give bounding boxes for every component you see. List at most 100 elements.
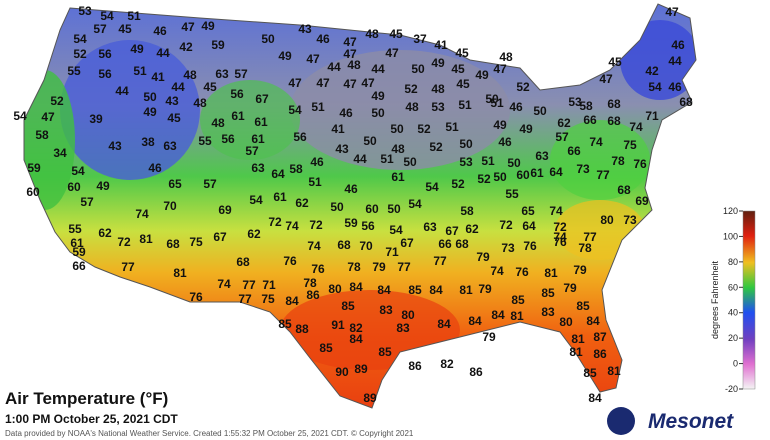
station-temperature: 72: [309, 218, 323, 232]
station-temperature: 69: [218, 203, 232, 217]
station-temperature: 74: [589, 135, 603, 149]
station-temperature: 76: [633, 157, 647, 171]
station-temperature: 72: [499, 218, 513, 232]
station-temperature: 55: [68, 222, 82, 236]
station-temperature: 52: [50, 94, 64, 108]
station-temperature: 48: [405, 100, 419, 114]
station-temperature: 48: [211, 116, 225, 130]
station-temperature: 50: [507, 156, 521, 170]
station-temperature: 56: [98, 67, 112, 81]
station-temperature: 85: [541, 286, 555, 300]
station-temperature: 51: [458, 98, 472, 112]
station-temperature: 46: [339, 106, 353, 120]
station-temperature: 76: [515, 265, 529, 279]
station-temperature: 41: [331, 122, 345, 136]
station-temperature: 84: [588, 391, 602, 405]
station-temperature: 59: [72, 245, 86, 259]
station-temperature: 37: [413, 32, 427, 46]
map-title: Air Temperature (°F): [5, 389, 168, 408]
station-temperature: 69: [635, 194, 649, 208]
station-temperature: 57: [245, 144, 259, 158]
colorbar-tick-label: 80: [728, 257, 738, 267]
station-temperature: 86: [469, 365, 483, 379]
station-temperature: 47: [385, 46, 399, 60]
station-temperature: 39: [89, 112, 103, 126]
station-temperature: 52: [477, 172, 491, 186]
station-temperature: 66: [583, 113, 597, 127]
station-temperature: 45: [203, 80, 217, 94]
station-temperature: 48: [499, 50, 513, 64]
station-temperature: 51: [380, 152, 394, 166]
station-temperature: 75: [623, 138, 637, 152]
station-temperature: 55: [505, 187, 519, 201]
station-temperature: 64: [271, 167, 285, 181]
station-temperature: 44: [668, 54, 682, 68]
station-temperature: 74: [553, 230, 567, 244]
station-temperature: 58: [460, 204, 474, 218]
station-temperature: 54: [71, 164, 85, 178]
station-temperature: 47: [181, 20, 195, 34]
station-temperature: 72: [268, 215, 282, 229]
station-temperature: 46: [316, 32, 330, 46]
station-temperature: 63: [251, 161, 265, 175]
station-temperature: 60: [516, 168, 530, 182]
station-temperature: 81: [571, 332, 585, 346]
station-temperature: 61: [254, 115, 268, 129]
station-temperature: 51: [490, 96, 504, 110]
station-temperature: 87: [593, 330, 607, 344]
station-temperature: 76: [311, 262, 325, 276]
station-temperature: 63: [423, 220, 437, 234]
station-temperature: 44: [327, 60, 341, 74]
station-temperature: 71: [262, 278, 276, 292]
station-temperature: 58: [579, 99, 593, 113]
station-temperature: 45: [456, 77, 470, 91]
station-temperature: 49: [431, 56, 445, 70]
station-temperature: 49: [371, 89, 385, 103]
station-temperature: 54: [389, 223, 403, 237]
station-temperature: 74: [629, 120, 643, 134]
station-temperature: 50: [533, 104, 547, 118]
station-temperature: 84: [349, 280, 363, 294]
station-temperature: 61: [273, 190, 287, 204]
station-temperature: 54: [13, 109, 27, 123]
station-temperature: 47: [665, 5, 679, 19]
station-temperature: 81: [510, 309, 524, 323]
station-temperature: 68: [607, 97, 621, 111]
station-temperature: 49: [201, 19, 215, 33]
station-temperature: 81: [173, 266, 187, 280]
station-temperature: 65: [168, 177, 182, 191]
station-temperature: 82: [440, 357, 454, 371]
station-temperature: 50: [403, 155, 417, 169]
station-temperature: 34: [53, 146, 67, 160]
station-temperature: 45: [118, 22, 132, 36]
station-temperature: 51: [308, 175, 322, 189]
station-temperature: 74: [549, 204, 563, 218]
station-temperature: 48: [431, 82, 445, 96]
station-temperature: 52: [451, 177, 465, 191]
station-temperature: 52: [404, 82, 418, 96]
station-temperature: 44: [115, 84, 129, 98]
station-temperature: 79: [482, 330, 496, 344]
station-temperature: 71: [385, 245, 399, 259]
station-temperature: 51: [127, 9, 141, 23]
station-temperature: 47: [343, 77, 357, 91]
station-temperature: 84: [377, 283, 391, 297]
station-temperature: 84: [285, 294, 299, 308]
station-temperature: 46: [148, 161, 162, 175]
station-temperature: 48: [183, 68, 197, 82]
station-temperature: 52: [429, 140, 443, 154]
station-temperature: 85: [319, 341, 333, 355]
station-temperature: 49: [143, 105, 157, 119]
station-temperature: 43: [108, 139, 122, 153]
station-temperature: 77: [397, 260, 411, 274]
station-temperature: 81: [139, 232, 153, 246]
station-temperature: 56: [293, 130, 307, 144]
station-temperature: 54: [425, 180, 439, 194]
station-temperature: 81: [459, 283, 473, 297]
station-temperature: 54: [288, 103, 302, 117]
station-temperature: 51: [133, 64, 147, 78]
station-temperature: 49: [519, 122, 533, 136]
station-temperature: 50: [485, 92, 499, 106]
